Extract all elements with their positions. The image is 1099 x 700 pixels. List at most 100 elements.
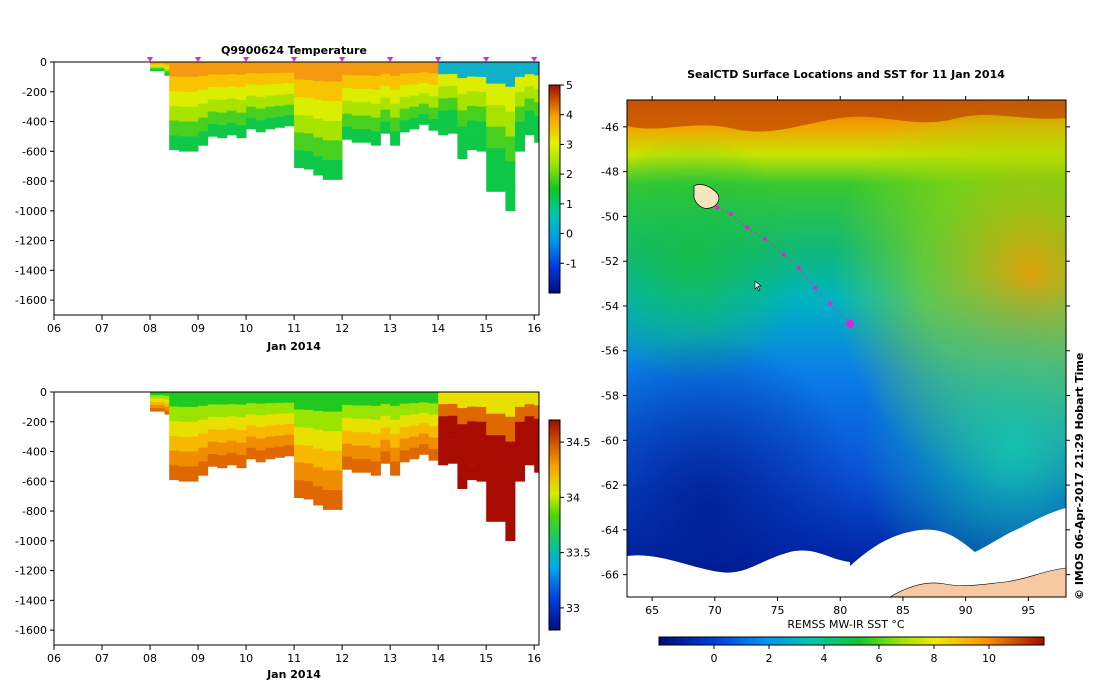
- temp-section-cell: [534, 102, 540, 116]
- temp-section-cell: [236, 87, 247, 101]
- temperature-x-label: Jan 2014: [266, 340, 321, 353]
- temp-section-cell: [419, 103, 429, 115]
- sal-section-cell: [322, 470, 333, 491]
- temp-section-cell: [217, 125, 228, 139]
- sal-section-cell: [303, 463, 314, 482]
- sal-section-cell: [476, 451, 487, 467]
- sal-section-cell: [265, 403, 276, 415]
- temp-section-cell: [236, 112, 247, 126]
- temp-section-cell: [370, 89, 381, 104]
- y-tick-label: -200: [22, 86, 47, 99]
- sal-section-cell: [447, 415, 458, 428]
- temp-section-cell: [332, 160, 343, 180]
- salinity-x-axis: 06 07 08 09 10 11 12 13 14 15 16: [47, 645, 541, 665]
- temp-section-cell: [486, 105, 497, 128]
- temp-section-cell: [342, 126, 353, 140]
- temp-section-cell: [150, 69, 165, 72]
- sal-section-cell: [409, 403, 420, 415]
- temp-section-cell: [399, 97, 410, 109]
- temp-section-cell: [207, 124, 218, 137]
- cursor-pointer-icon: [754, 280, 762, 292]
- x-tick-label: 16: [527, 652, 541, 665]
- temp-section-cell: [164, 64, 170, 67]
- temp-section-cell: [419, 82, 429, 94]
- temp-section-cell: [303, 115, 314, 134]
- temp-section-cell: [322, 120, 333, 141]
- x-tick-label: 08: [143, 652, 157, 665]
- salinity-panel: 0 -200 -400 -600 -800 -1000 -1200 -1400 -1600 06…: [15, 386, 590, 681]
- temp-section-cell: [303, 62, 314, 81]
- sal-section-cell: [246, 403, 257, 415]
- sal-section-cell: [399, 450, 410, 463]
- sal-section-cell: [255, 392, 266, 404]
- x-tick-label: 15: [479, 322, 493, 335]
- colorbar-tick-label: 3: [566, 138, 573, 151]
- seal-track-point: [729, 212, 734, 217]
- temp-section-cell: [342, 87, 353, 101]
- temp-section-cell: [226, 74, 237, 87]
- y-tick-label: -1200: [15, 565, 47, 578]
- salinity-colorbar-ticks: 33 33.5 34 34.5: [560, 436, 591, 615]
- sal-section-cell: [294, 480, 305, 498]
- temp-section-cell: [361, 115, 372, 130]
- sal-section-cell: [164, 406, 170, 411]
- colorbar-tick-label: 34.5: [566, 436, 591, 449]
- sal-section-cell: [265, 392, 276, 404]
- temp-section-cell: [419, 62, 429, 73]
- sal-section-cell: [294, 444, 305, 463]
- sal-section-cell: [457, 472, 468, 489]
- temp-section-cell: [505, 111, 516, 137]
- x-tick-label: 14: [431, 652, 445, 665]
- sal-section-cell: [505, 491, 516, 517]
- sal-section-cell: [505, 416, 516, 442]
- temp-section-cell: [467, 62, 477, 77]
- temp-section-cell: [169, 135, 180, 151]
- profile-marker: [483, 57, 490, 62]
- temp-section-cell: [428, 119, 439, 131]
- sal-section-cell: [313, 448, 324, 468]
- temp-section-cell: [495, 105, 506, 128]
- temp-section-cell: [515, 106, 525, 122]
- temp-section-cell: [217, 99, 228, 113]
- temp-section-cell: [169, 76, 180, 92]
- temp-section-cell: [226, 98, 237, 111]
- temp-section-cell: [246, 62, 257, 74]
- temp-section-cell: [284, 115, 295, 127]
- temp-section-cell: [217, 62, 228, 75]
- temp-section-cell: [409, 95, 420, 107]
- sal-section-cell: [303, 392, 314, 411]
- sal-section-cell: [207, 392, 218, 405]
- sal-section-cell: [515, 406, 525, 423]
- sal-section-cell: [399, 438, 410, 451]
- profile-marker: [531, 57, 538, 62]
- y-tick-label: -400: [22, 446, 47, 459]
- sal-section-cell: [390, 392, 401, 407]
- sal-section-cell: [342, 417, 353, 431]
- sal-section-cell: [419, 412, 429, 424]
- y-tick-label: 0: [40, 386, 47, 399]
- profile-marker: [435, 57, 442, 62]
- colorbar-tick-label: 0: [566, 228, 573, 241]
- sal-section-cell: [236, 455, 247, 469]
- temp-section-cell: [534, 88, 540, 103]
- sal-section-cell: [467, 450, 477, 466]
- temp-section-cell: [322, 62, 333, 82]
- temp-section-cell: [246, 106, 257, 119]
- sal-section-cell: [255, 450, 266, 463]
- sal-section-cell: [419, 402, 429, 414]
- temp-section-cell: [515, 136, 525, 152]
- temp-section-cell: [188, 91, 199, 107]
- temp-section-cell: [495, 126, 506, 149]
- seal-track-point: [813, 286, 818, 291]
- y-tick-label: -1000: [15, 205, 47, 218]
- temperature-panel: Q9900624 Temperature 0 -200 -400 -600 -800 -1…: [15, 44, 577, 353]
- sal-section-cell: [188, 466, 199, 482]
- sal-section-cell: [169, 406, 180, 422]
- map-x-tick-label: 75: [771, 604, 785, 617]
- sal-section-cell: [322, 431, 333, 452]
- sal-section-cell: [207, 441, 218, 455]
- temp-section-cell: [198, 117, 209, 132]
- x-tick-label: 07: [95, 322, 109, 335]
- sal-section-cell: [332, 392, 343, 412]
